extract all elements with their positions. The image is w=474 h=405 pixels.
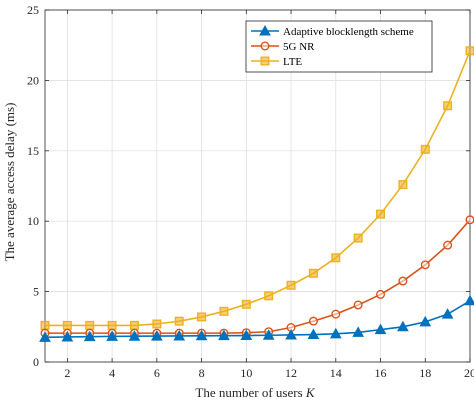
y-tick-label: 25 <box>27 3 39 17</box>
legend-label: 5G NR <box>283 41 315 53</box>
series-1-triangle-marker <box>329 327 342 339</box>
series-3 <box>40 46 474 330</box>
series-1-triangle-marker <box>397 320 409 332</box>
series-1-triangle-marker <box>173 329 186 341</box>
y-tick-label: 10 <box>27 214 39 228</box>
series-1-triangle-marker <box>374 323 387 335</box>
series-3-square-marker <box>443 101 453 111</box>
series-1-triangle-marker <box>419 315 432 327</box>
plot-frame <box>44 9 471 363</box>
series-3-square-marker <box>152 319 162 329</box>
series-2-line <box>45 219 471 334</box>
series-3-square-marker <box>398 180 408 190</box>
series-2-circle-marker <box>420 260 430 270</box>
y-tick-label: 0 <box>33 355 39 369</box>
series-1-triangle-marker <box>195 329 208 341</box>
series-3-square-marker <box>286 280 296 290</box>
x-tick-label: 16 <box>375 366 387 380</box>
x-tick-label: 2 <box>64 366 70 380</box>
series-3-square-marker <box>376 209 386 219</box>
x-tick-label: 12 <box>285 366 297 380</box>
series-1-triangle-marker <box>218 329 230 341</box>
series-1-triangle-marker <box>441 308 454 319</box>
series-1-triangle-marker <box>128 330 141 341</box>
x-tick-label: 6 <box>154 366 160 380</box>
series-2-circle-marker <box>331 309 341 319</box>
x-tick-label: 18 <box>419 366 431 380</box>
series-3-square-marker <box>331 253 341 263</box>
legend-item: LTE <box>251 56 302 68</box>
series-2-circle-marker <box>353 300 363 310</box>
series-3-square-marker <box>85 320 95 330</box>
series-1-triangle-marker <box>61 330 74 342</box>
x-tick-label: 20 <box>464 366 474 380</box>
legend-circle-marker <box>260 41 270 51</box>
series-3-square-marker <box>107 320 117 330</box>
series-2-circle-marker <box>443 240 453 250</box>
series-3-square-marker <box>241 299 251 309</box>
series-1-triangle-marker <box>285 328 297 340</box>
legend-label: LTE <box>283 56 302 68</box>
series-3-square-marker <box>62 320 72 330</box>
x-tick-label: 4 <box>109 366 115 380</box>
series-2 <box>40 215 474 338</box>
series-1-triangle-marker <box>150 330 163 341</box>
series-3-square-marker <box>174 316 184 326</box>
series-3-square-marker <box>129 320 139 330</box>
y-tick-label: 15 <box>27 144 39 158</box>
series-3-square-marker <box>308 268 318 278</box>
legend: Adaptive blocklength scheme 5G NR LTE <box>245 20 433 73</box>
series-1-triangle-marker <box>352 326 365 337</box>
legend-square-marker <box>260 56 270 66</box>
series-1-triangle-marker <box>39 331 51 342</box>
series-3-square-marker <box>219 306 229 316</box>
series-2-circle-marker <box>376 289 386 299</box>
legend-item: Adaptive blocklength scheme <box>251 24 414 38</box>
series-3-square-marker <box>197 312 207 322</box>
series-2-circle-marker <box>465 215 474 225</box>
x-tick-label: 8 <box>199 366 205 380</box>
series-1-triangle-marker <box>307 328 320 340</box>
x-tick-label: 10 <box>240 366 252 380</box>
y-tick-label: 20 <box>27 73 39 87</box>
legend-triangle-marker <box>259 24 271 36</box>
series-3-square-marker <box>465 46 474 56</box>
y-tick-label: 5 <box>33 285 39 299</box>
series-2-circle-marker <box>308 316 318 326</box>
series-3-square-marker <box>40 320 50 330</box>
axis-ticks: 2 4 6 8 10 12 14 16 18 20 0 5 10 15 20 25 <box>27 3 474 380</box>
series-3-square-marker <box>353 233 363 243</box>
x-axis-label-variable: K <box>305 385 316 400</box>
series-1-triangle-marker <box>464 294 474 306</box>
series-1-triangle-marker <box>240 329 253 341</box>
series-lines <box>39 46 474 342</box>
series-1 <box>39 294 474 342</box>
series-1-line <box>44 300 471 339</box>
series-1-triangle-marker <box>106 330 118 341</box>
x-tick-label: 14 <box>330 366 342 380</box>
y-axis-label: The average access delay (ms) <box>2 103 17 262</box>
series-3-square-marker <box>420 144 430 154</box>
series-3-square-marker <box>264 291 274 301</box>
series-1-triangle-marker <box>262 329 275 340</box>
legend-item: 5G NR <box>251 41 315 53</box>
x-axis-label: The number of users K <box>195 385 315 400</box>
series-1-triangle-marker <box>83 330 96 342</box>
legend-label: Adaptive blocklength scheme <box>283 26 414 38</box>
series-2-circle-marker <box>398 276 408 286</box>
